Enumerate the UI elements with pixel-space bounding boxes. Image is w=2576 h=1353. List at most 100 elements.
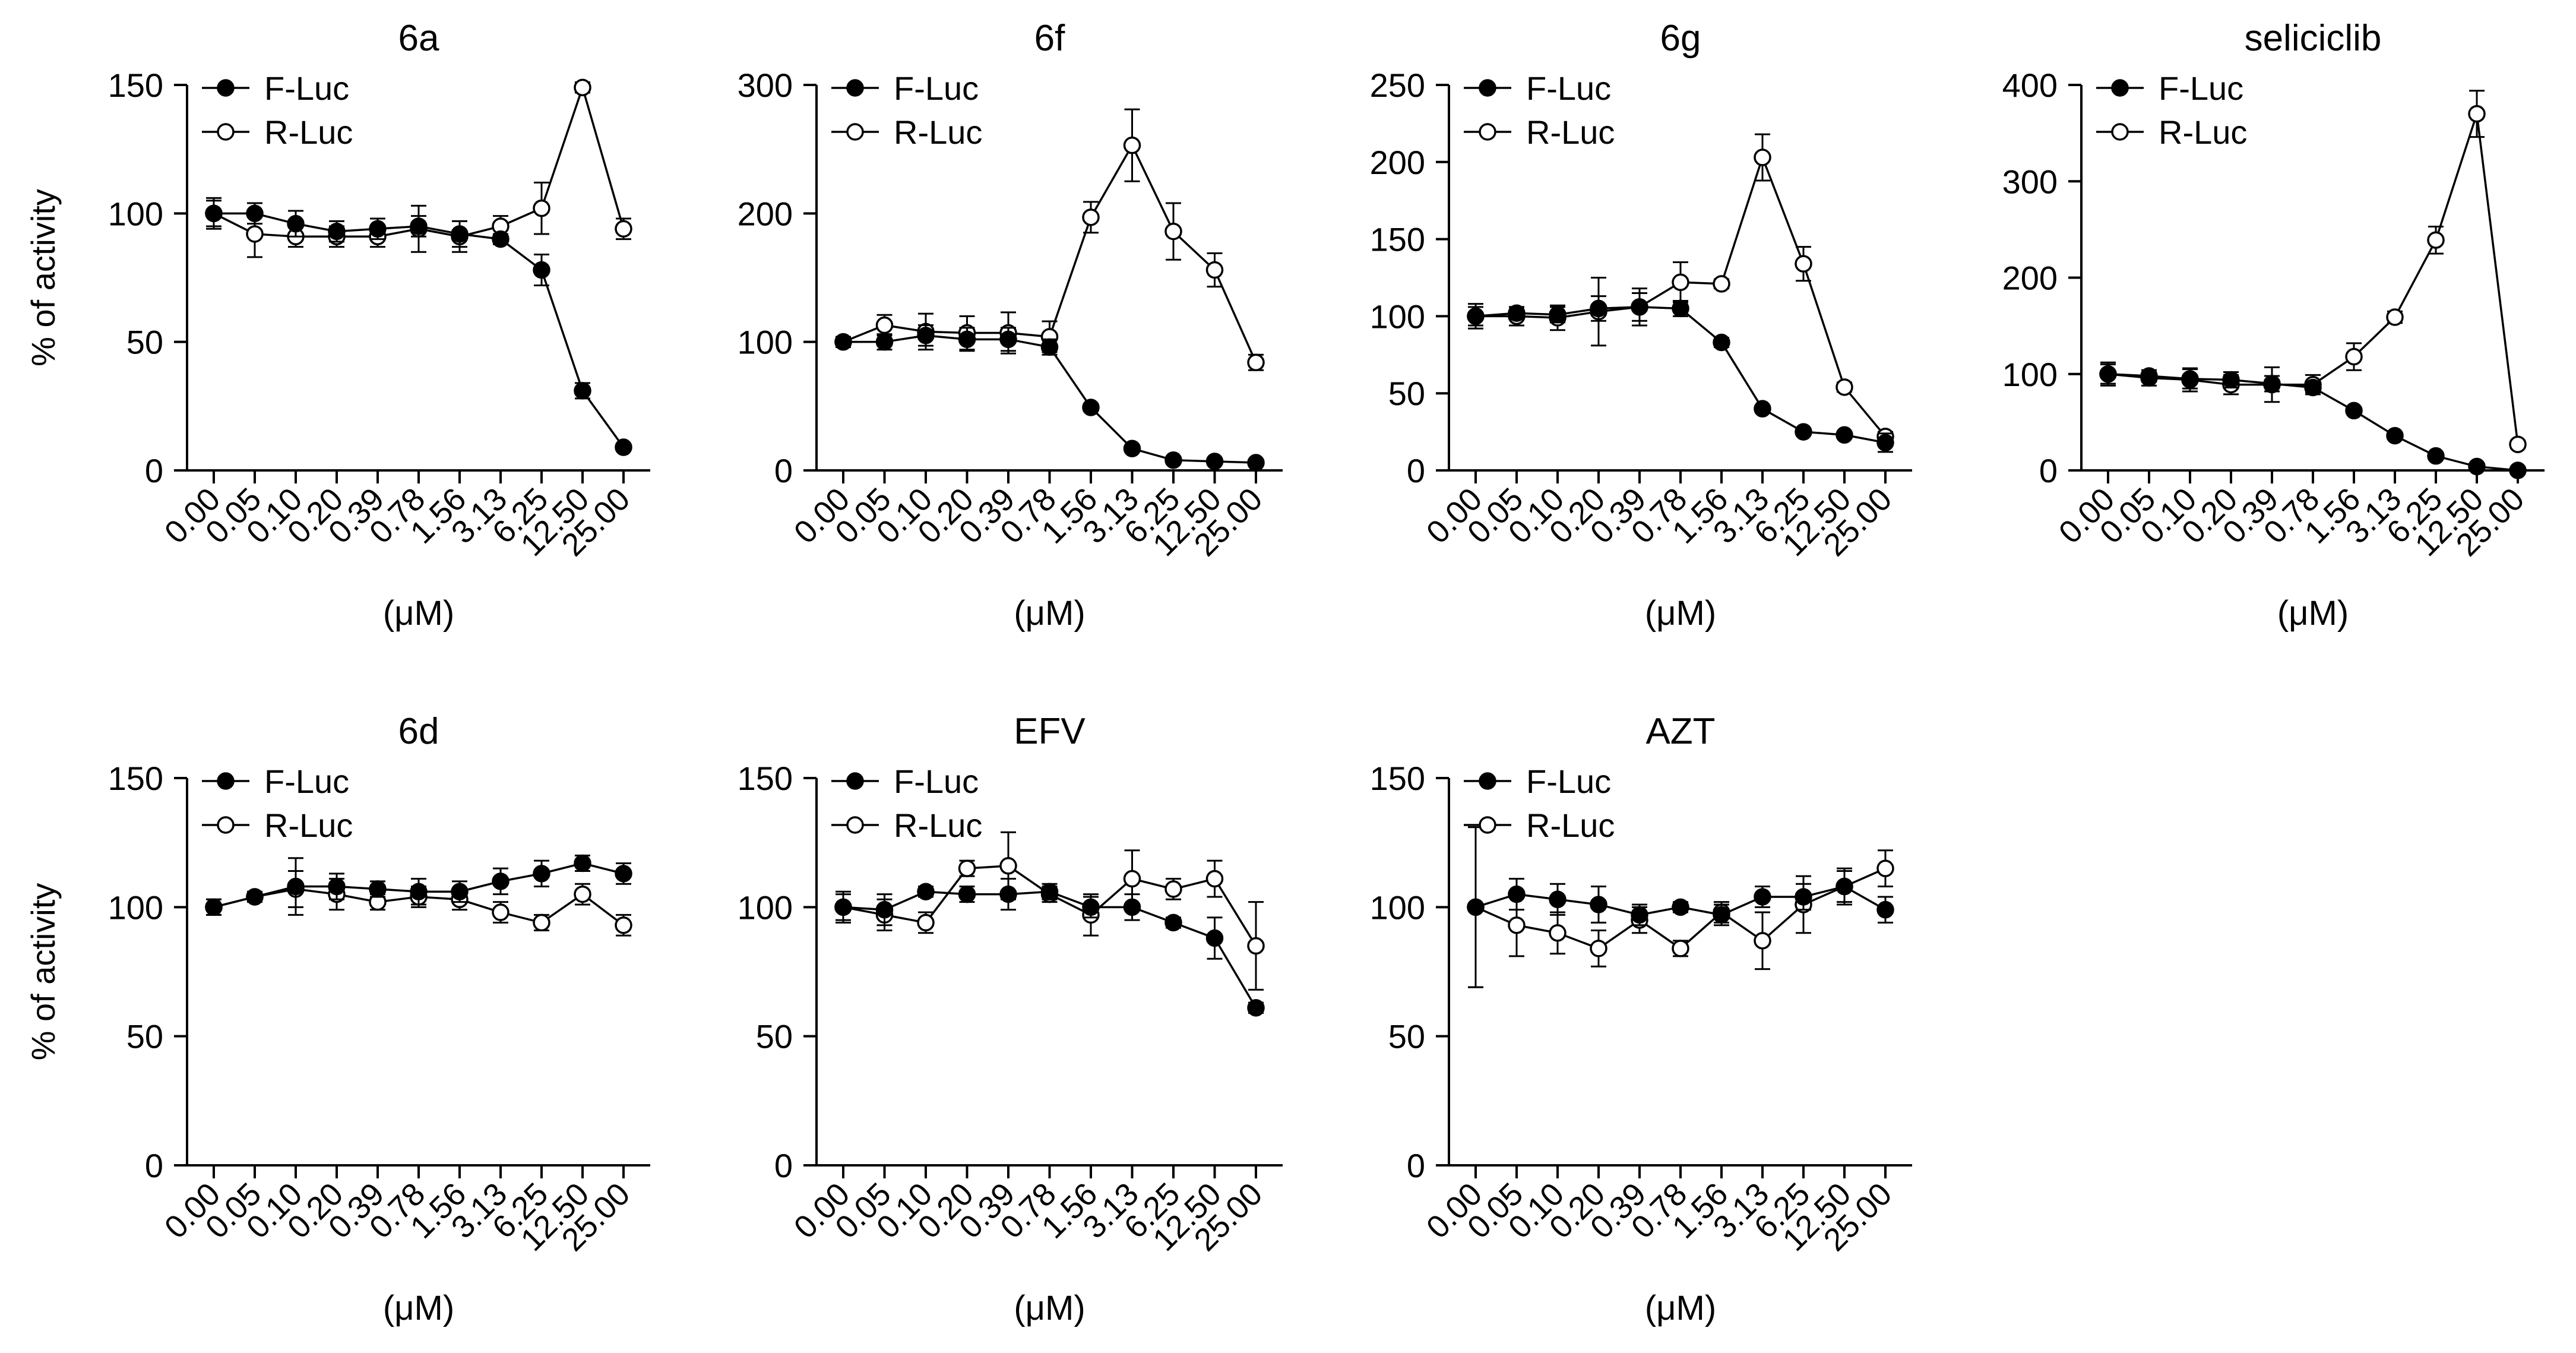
- chart-title: 6d: [398, 711, 439, 752]
- data-point-f-luc: [1123, 440, 1141, 457]
- data-point-f-luc: [1876, 434, 1894, 452]
- data-point-f-luc: [875, 900, 894, 919]
- data-point-f-luc: [1467, 307, 1485, 325]
- y-tick-label: 400: [2002, 67, 2058, 104]
- y-tick-label: 200: [1370, 144, 1425, 181]
- data-point-f-luc: [451, 225, 469, 243]
- data-point-f-luc: [917, 883, 935, 901]
- data-point-f-luc: [917, 327, 935, 344]
- y-tick-label: 50: [1388, 375, 1425, 412]
- y-tick-label: 0: [774, 1147, 793, 1184]
- data-point-f-luc: [1590, 299, 1607, 318]
- legend-marker-f-luc: [846, 79, 864, 97]
- data-point-f-luc: [1164, 913, 1182, 932]
- data-point-r-luc: [2386, 308, 2404, 326]
- data-point-f-luc: [1631, 298, 1648, 316]
- data-point-f-luc: [1508, 304, 1526, 322]
- data-point-f-luc: [205, 204, 223, 223]
- data-point-f-luc: [615, 438, 632, 456]
- data-point-f-luc: [1672, 299, 1689, 318]
- legend-marker-r-luc: [217, 816, 235, 834]
- data-point-f-luc: [958, 885, 976, 903]
- data-point-f-luc: [958, 330, 976, 349]
- legend-label-r-luc: R-Luc: [264, 807, 353, 844]
- data-point-f-luc: [1467, 898, 1485, 916]
- data-point-r-luc: [1754, 932, 1771, 950]
- data-point-f-luc: [999, 885, 1017, 903]
- x-axis-label: (μM): [1645, 1289, 1716, 1327]
- data-point-f-luc: [1205, 929, 1224, 947]
- y-tick-label: 150: [108, 760, 163, 797]
- legend-label-f-luc: F-Luc: [1526, 763, 1611, 800]
- legend-marker-f-luc: [1479, 772, 1496, 790]
- chart-panel-6f: 6f01002003000.000.050.100.200.390.781.56…: [738, 18, 1283, 633]
- data-point-r-luc: [533, 199, 550, 217]
- data-point-f-luc: [2345, 402, 2363, 420]
- legend-label-r-luc: R-Luc: [2159, 113, 2247, 151]
- data-point-f-luc: [574, 382, 591, 400]
- y-tick-label: 300: [2002, 163, 2058, 200]
- data-point-r-luc: [2468, 105, 2486, 123]
- y-tick-label: 100: [108, 889, 163, 926]
- legend-marker-r-luc: [1479, 123, 1496, 141]
- data-point-f-luc: [1672, 898, 1689, 916]
- y-tick-label: 150: [1370, 760, 1425, 797]
- legend-marker-f-luc: [2111, 79, 2129, 97]
- x-axis-label: (μM): [2277, 594, 2349, 633]
- data-point-f-luc: [999, 330, 1017, 349]
- legend-label-r-luc: R-Luc: [1526, 807, 1615, 844]
- chart-title: 6f: [1034, 18, 1065, 59]
- data-point-r-luc: [2345, 347, 2363, 366]
- data-point-f-luc: [246, 204, 264, 223]
- y-tick-label: 150: [738, 760, 793, 797]
- legend-label-f-luc: F-Luc: [264, 69, 349, 107]
- y-axis-label: % of activity: [24, 189, 62, 366]
- data-point-f-luc: [533, 865, 550, 883]
- data-point-f-luc: [1205, 453, 1224, 470]
- data-point-r-luc: [1754, 148, 1771, 166]
- y-tick-label: 0: [2039, 452, 2058, 489]
- y-axis-label: % of activity: [24, 883, 62, 1061]
- y-tick-label: 50: [756, 1018, 793, 1055]
- y-tick-label: 100: [1370, 889, 1425, 926]
- data-point-f-luc: [533, 261, 550, 279]
- chart-panel-seliciclib: seliciclib01002003004000.000.050.100.200…: [2002, 18, 2545, 633]
- data-point-r-luc: [246, 225, 264, 243]
- chart-panel-6d: 6d0501001500.000.050.100.200.390.781.563…: [24, 711, 650, 1327]
- data-point-r-luc: [1123, 136, 1141, 154]
- data-point-r-luc: [999, 857, 1017, 875]
- y-tick-label: 100: [1370, 298, 1425, 335]
- data-point-r-luc: [1590, 940, 1607, 957]
- data-point-r-luc: [875, 316, 894, 334]
- y-tick-label: 200: [2002, 260, 2058, 297]
- data-point-r-luc: [2509, 435, 2527, 453]
- legend-label-r-luc: R-Luc: [1526, 113, 1615, 151]
- legend-marker-r-luc: [846, 816, 864, 834]
- data-point-f-luc: [2304, 378, 2322, 397]
- y-tick-label: 0: [1407, 452, 1425, 489]
- data-point-f-luc: [1631, 906, 1648, 924]
- y-tick-label: 150: [108, 67, 163, 104]
- chart-title: 6g: [1660, 18, 1701, 59]
- legend-label-r-luc: R-Luc: [894, 113, 982, 151]
- chart-panel-azt: AZT0501001500.000.050.100.200.390.781.56…: [1370, 711, 1912, 1327]
- legend-marker-f-luc: [217, 772, 235, 790]
- data-point-f-luc: [1876, 900, 1894, 919]
- chart-panel-6g: 6g0501001502002500.000.050.100.200.390.7…: [1370, 18, 1912, 633]
- data-point-f-luc: [1754, 888, 1771, 906]
- data-point-r-luc: [1836, 378, 1853, 396]
- data-point-f-luc: [1247, 999, 1265, 1017]
- data-point-r-luc: [917, 913, 935, 932]
- data-point-f-luc: [2468, 457, 2486, 476]
- data-point-f-luc: [492, 873, 509, 890]
- data-point-f-luc: [2099, 365, 2117, 383]
- data-point-r-luc: [574, 885, 591, 903]
- data-point-f-luc: [410, 217, 428, 235]
- y-tick-label: 250: [1370, 67, 1425, 104]
- series-line-r-luc: [843, 865, 1257, 947]
- y-tick-label: 100: [2002, 356, 2058, 393]
- data-point-f-luc: [615, 865, 632, 883]
- data-point-f-luc: [328, 222, 346, 241]
- chart-title: EFV: [1014, 711, 1086, 752]
- data-point-f-luc: [1082, 399, 1100, 416]
